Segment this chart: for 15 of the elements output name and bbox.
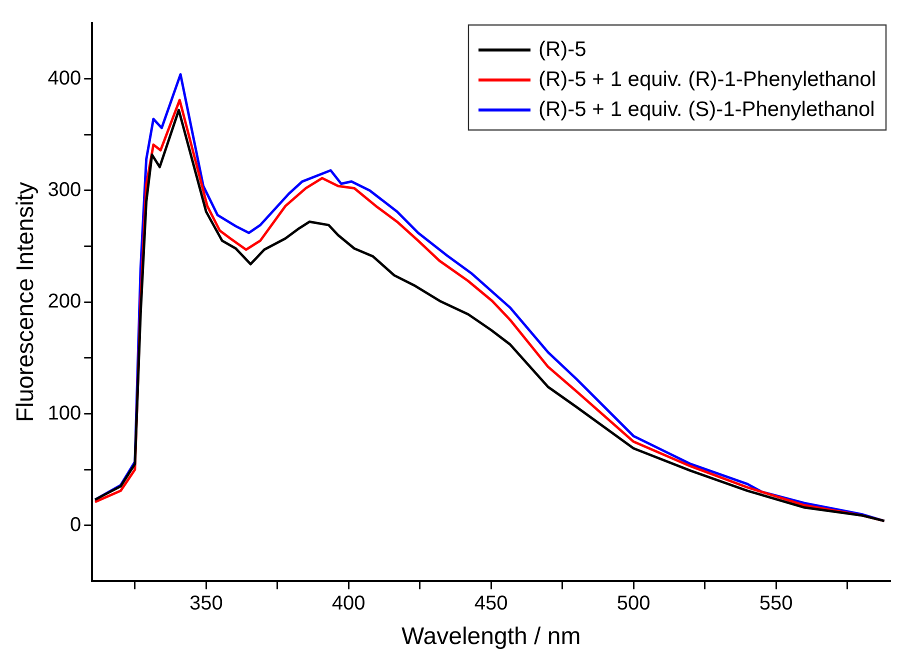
y-tick-label: 200 bbox=[48, 290, 82, 313]
x-tick-label: 400 bbox=[332, 592, 366, 615]
y-axis-title: Fluorescence Intensity bbox=[12, 182, 40, 422]
x-tick-label: 500 bbox=[616, 592, 650, 615]
legend-label: (R)-5 bbox=[538, 38, 586, 61]
x-tick-label: 350 bbox=[189, 592, 223, 615]
y-tick-label: 400 bbox=[48, 67, 82, 90]
x-tick-label: 450 bbox=[474, 592, 508, 615]
y-tick-label: 300 bbox=[48, 178, 82, 201]
y-tick-label: 100 bbox=[48, 402, 82, 424]
y-tick-label: 0 bbox=[70, 514, 82, 536]
x-tick-label: 550 bbox=[759, 592, 793, 615]
legend-label: (R)-5 + 1 equiv. (R)-1-Phenylethanol bbox=[538, 68, 876, 91]
x-axis-title: Wavelength / nm bbox=[401, 623, 581, 650]
legend-label: (R)-5 + 1 equiv. (S)-1-Phenylethanol bbox=[538, 98, 875, 121]
